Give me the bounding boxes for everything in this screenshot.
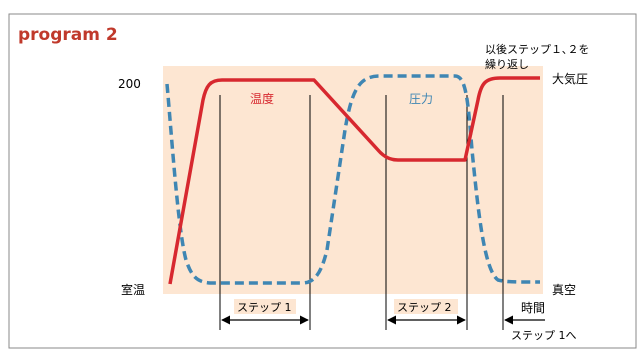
repeat-note-line2: 繰り返し <box>485 57 529 71</box>
pressure-curve <box>165 74 541 285</box>
step1-label-bg <box>234 299 296 314</box>
y-bottom-label: 室温 <box>121 282 145 297</box>
temperature-label: 温度 <box>250 91 274 106</box>
time-label: 時間 <box>521 301 545 315</box>
right-top-label: 大気圧 <box>552 71 588 86</box>
right-bottom-label: 真空 <box>552 283 576 297</box>
y-top-label: 200 <box>118 77 141 91</box>
step1-return-label: ステップ 1へ <box>511 329 577 342</box>
step-lines <box>219 95 504 330</box>
temperature-curve <box>168 76 540 285</box>
repeat-note-line1: 以後ステップ１､２を <box>485 42 590 56</box>
pressure-label: 圧力 <box>409 92 433 106</box>
step2-label-bg <box>394 299 458 314</box>
step1-label: ステップ 1 <box>237 301 292 314</box>
diagram-heading: program 2 <box>18 25 118 45</box>
chart-panel <box>163 66 543 294</box>
step2-label: ステップ 2 <box>397 301 452 314</box>
